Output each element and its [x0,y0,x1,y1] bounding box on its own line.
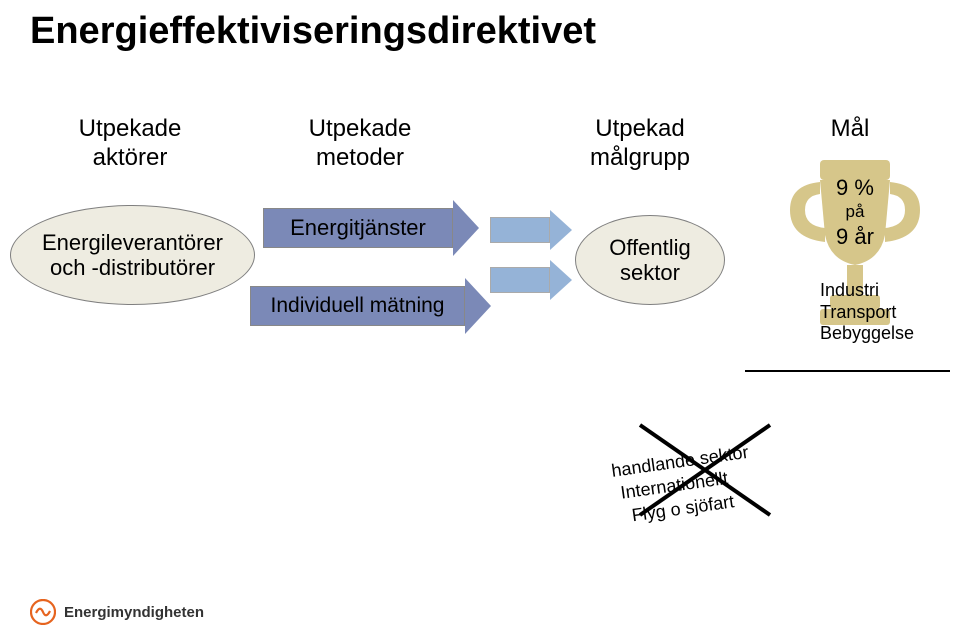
label: Energileverantörer [42,230,223,255]
label: Mål [831,115,870,142]
label: Individuell mätning [271,294,445,318]
label: Transport [820,302,914,324]
label: Utpekade [79,115,182,142]
cross-icon [630,415,780,525]
label: Bebyggelse [820,323,914,345]
label: Utpekade [309,115,412,142]
divider [745,370,950,372]
label: 9 % [800,175,910,200]
col-header-methods: Utpekade metoder [280,115,440,173]
target-ellipse: Offentlig sektor [575,215,725,305]
label: och -distributörer [50,255,215,280]
sectors-list: Industri Transport Bebyggelse [820,280,914,345]
page-title: Energieffektiviseringsdirektivet [30,10,596,53]
logo-label: Energimyndigheten [64,604,204,621]
logo-icon [30,599,56,625]
label: 9 år [800,224,910,249]
label: Utpekad [595,115,684,142]
label: Offentlig [609,235,691,260]
label: aktörer [93,144,168,171]
label: Energitjänster [290,215,426,241]
col-header-goal: Mål [790,115,910,144]
label: sektor [620,260,680,285]
label: Industri [820,280,914,302]
label: målgrupp [590,144,690,171]
label: metoder [316,144,404,171]
logo: Energimyndigheten [30,599,204,625]
col-header-target: Utpekad målgrupp [560,115,720,173]
goal-percent: 9 % på 9 år [800,175,910,249]
actors-ellipse: Energileverantörer och -distributörer [10,205,255,305]
link-arrow-1 [490,210,572,250]
label: på [800,202,910,222]
col-header-actors: Utpekade aktörer [50,115,210,173]
link-arrow-2 [490,260,572,300]
method-arrow-1: Energitjänster [263,200,479,256]
method-arrow-2: Individuell mätning [250,278,491,334]
